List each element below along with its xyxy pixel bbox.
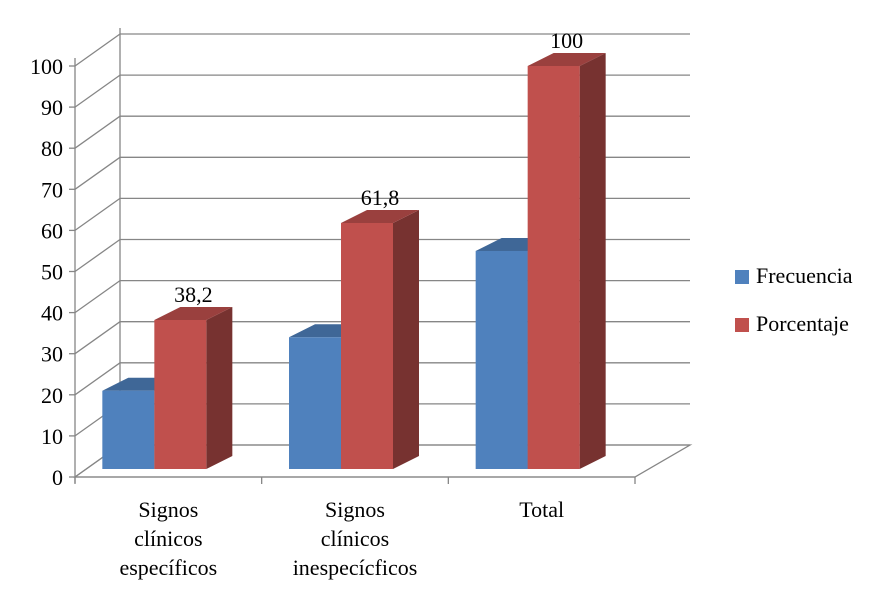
bar-porcentaje [341, 210, 419, 469]
gridline-diagonal [74, 362, 121, 396]
gridline-diagonal [74, 115, 121, 149]
bar-porcentaje [527, 53, 606, 469]
legend-label: Porcentaje [756, 311, 849, 336]
y-tick-label: 70 [41, 177, 63, 202]
data-label: 61,8 [361, 185, 400, 210]
y-tick-label: 20 [41, 383, 63, 408]
legend: Frecuencia Porcentaje [735, 263, 853, 336]
gridline-diagonal [74, 321, 121, 355]
x-category-label: Signos clínicos inespecícficos [293, 497, 418, 580]
x-category-label: Signos clínicos específicos [119, 497, 217, 580]
legend-swatch [735, 270, 749, 284]
gridline-diagonal [74, 197, 121, 231]
legend-swatch [735, 318, 749, 332]
legend-label: Frecuencia [756, 263, 853, 288]
y-tick-label: 60 [41, 218, 63, 243]
y-tick-label: 40 [41, 301, 63, 326]
y-tick-label: 90 [41, 95, 63, 120]
data-label: 38,2 [174, 282, 213, 307]
labels: 0 10 20 30 40 50 60 70 80 90 100 38,2 Signos clínicos… [30, 28, 583, 580]
gridline-diagonal [74, 156, 121, 190]
bar-porcentaje [154, 306, 233, 469]
y-tick-label: 10 [41, 424, 63, 449]
gridline-diagonal [74, 74, 121, 108]
y-tick-label: 100 [30, 54, 63, 79]
y-tick-label: 30 [41, 342, 63, 367]
gridline-diagonal [74, 280, 121, 314]
y-tick-label: 50 [41, 260, 63, 285]
data-label: 100 [550, 28, 583, 53]
gridline-diagonal [74, 238, 121, 273]
gridline-diagonal [74, 33, 121, 67]
y-tick-label: 0 [52, 465, 63, 490]
y-tick-label: 80 [41, 136, 63, 161]
bars [102, 53, 606, 469]
x-category-label: Total [519, 497, 564, 522]
axes [69, 28, 636, 484]
